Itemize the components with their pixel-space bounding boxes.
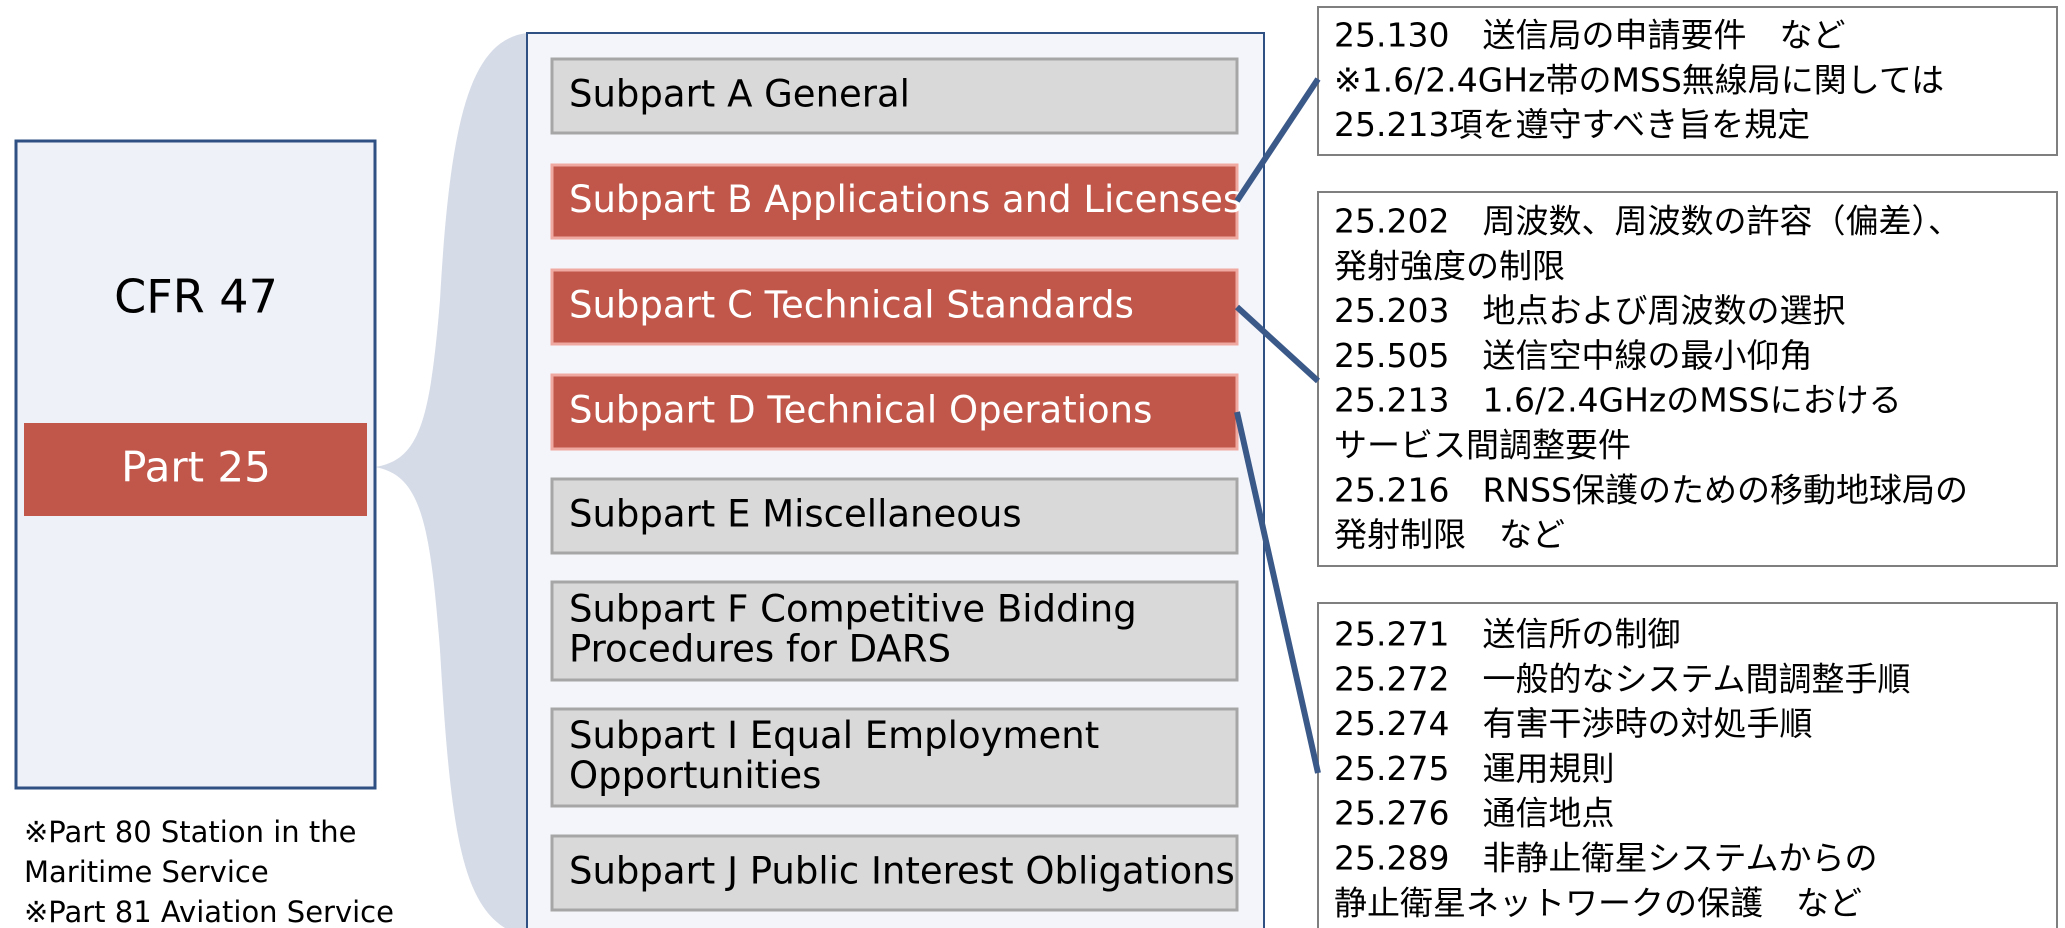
subpart-box	[550, 834, 1239, 912]
detail-line: 25.213項を遵守すべき旨を規定	[1334, 105, 1810, 144]
detail-box	[1317, 191, 2058, 567]
subpart-box	[550, 163, 1239, 240]
connector	[1234, 304, 1321, 384]
subpart-box	[550, 580, 1239, 682]
detail-line: 25.203 地点および周波数の選択	[1334, 291, 1845, 330]
detail-line: 発射強度の制限	[1334, 246, 1565, 285]
detail-line: 25.130 送信局の申請要件 など	[1334, 16, 1845, 55]
note: ※Part 80 Station in the	[24, 815, 356, 849]
note: Maritime Service	[24, 855, 269, 889]
connector	[1234, 77, 1321, 203]
part-band	[24, 423, 367, 516]
detail-line: 25.275 運用規則	[1334, 749, 1614, 788]
part-label: Part 25	[121, 443, 271, 492]
detail-line: 25.276 通信地点	[1334, 794, 1614, 833]
subpart-label: Opportunities	[569, 754, 821, 797]
subpart-box	[550, 268, 1239, 346]
subpart-label: Procedures for DARS	[569, 628, 951, 671]
note: ※Part 81 Aviation Service	[24, 895, 394, 928]
detail-box	[1317, 602, 2058, 928]
connector	[1234, 411, 1321, 774]
subpart-box	[550, 707, 1239, 808]
detail-line: ※1.6/2.4GHz帯のMSS無線局に関しては	[1334, 60, 1944, 99]
cfr-title: CFR 47	[114, 270, 278, 324]
detail-line: 25.274 有害干渉時の対処手順	[1334, 704, 1812, 743]
detail-line: 25.202 周波数、周波数の許容（偏差）、	[1334, 202, 1961, 241]
subpart-box	[550, 477, 1239, 555]
detail-line: 発射制限 など	[1334, 515, 1565, 554]
subpart-label: Subpart A General	[569, 73, 910, 116]
subpart-label: Subpart J Public Interest Obligations	[569, 850, 1235, 893]
content: ※Part 80 Station in the Maritime Service ※…	[24, 6, 2058, 928]
subpart-box	[550, 57, 1239, 135]
detail-line: 25.272 一般的なシステム間調整手順	[1334, 659, 1910, 698]
subpart-label: Subpart F Competitive Bidding	[569, 588, 1137, 631]
brace	[375, 33, 527, 928]
detail-line: 静止衛星ネットワークの保護 など	[1334, 883, 1862, 922]
detail-line: 25.289 非静止衛星システムからの	[1334, 839, 1877, 878]
detail-box	[1317, 6, 2058, 156]
subpart-label: Subpart E Miscellaneous	[569, 493, 1022, 536]
subpart-label: Subpart B Applications and Licenses	[569, 178, 1242, 221]
subpart-label: Subpart I Equal Employment	[569, 714, 1099, 757]
detail-line: サービス間調整要件	[1334, 426, 1631, 465]
detail-line: 25.505 送信空中線の最小仰角	[1334, 336, 1812, 375]
detail-line: 25.213 1.6/2.4GHzのMSSにおける	[1334, 381, 1902, 420]
detail-line: 25.271 送信所の制御	[1334, 615, 1680, 654]
subpart-label: Subpart D Technical Operations	[569, 389, 1152, 432]
detail-line: 25.216 RNSS保護のための移動地球局の	[1334, 470, 1968, 509]
subpart-label: Subpart C Technical Standards	[569, 284, 1134, 327]
